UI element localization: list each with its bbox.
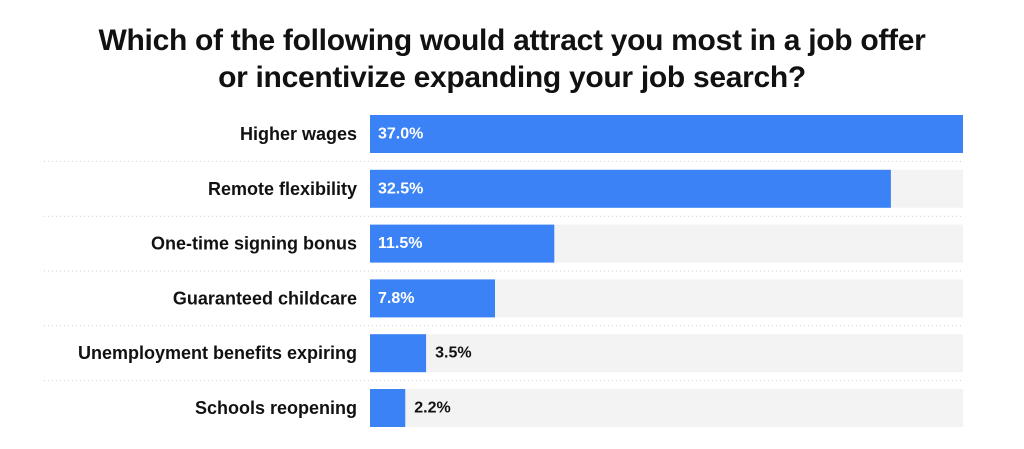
- chart-title-line-2: or incentivize expanding your job search…: [218, 61, 806, 94]
- bar: [370, 279, 496, 318]
- value-label: 2.2%: [414, 400, 450, 417]
- bar: [370, 224, 555, 263]
- bar: [370, 169, 891, 208]
- value-label: 7.8%: [378, 290, 414, 307]
- bar: [370, 115, 963, 153]
- bar: [370, 334, 427, 373]
- category-label: Schools reopening: [195, 398, 357, 418]
- category-label: Guaranteed childcare: [173, 288, 357, 308]
- value-label: 11.5%: [378, 235, 422, 252]
- bar: [370, 389, 406, 427]
- value-label: 37.0%: [378, 126, 423, 143]
- bar-track: [370, 334, 963, 373]
- category-label: Unemployment benefits expiring: [78, 343, 357, 363]
- value-label: 3.5%: [435, 345, 471, 362]
- category-label: Higher wages: [240, 124, 357, 144]
- category-label: Remote flexibility: [208, 179, 357, 199]
- category-label: One-time signing bonus: [151, 234, 357, 254]
- value-label: 32.5%: [378, 180, 423, 197]
- chart-title: Which of the following would attract you…: [0, 22, 1024, 96]
- bar-track: [370, 389, 963, 427]
- chart-title-line-1: Which of the following would attract you…: [98, 24, 926, 57]
